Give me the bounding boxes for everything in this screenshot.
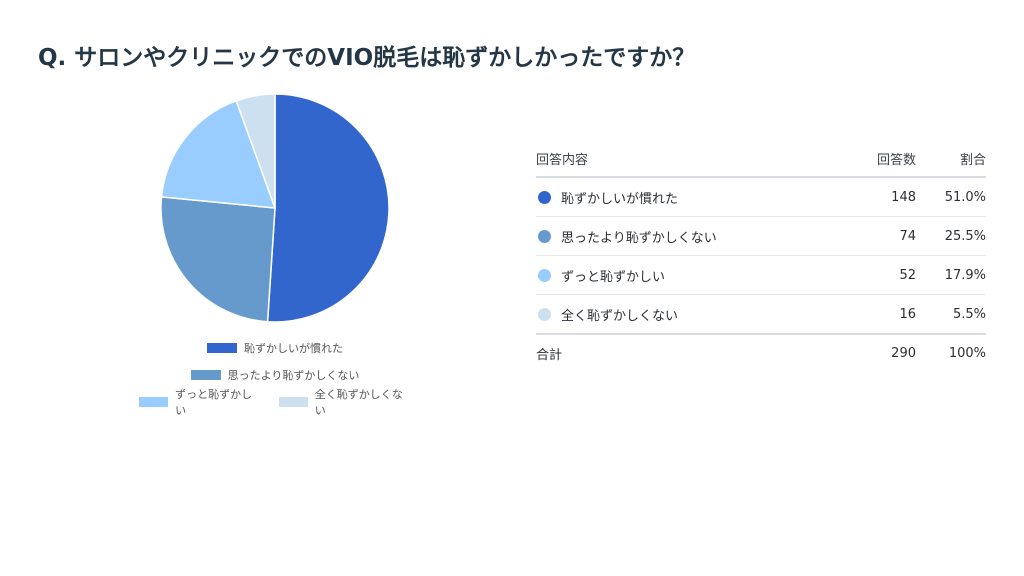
legend-swatch xyxy=(139,396,169,407)
legend-item: 恥ずかしいが慣れた xyxy=(207,340,343,356)
table-header: 回答内容 回答数 割合 xyxy=(536,140,986,178)
pie-slice-3 xyxy=(160,99,277,209)
color-dot xyxy=(538,229,551,243)
table-total-row: 合計 290 100% xyxy=(536,335,986,371)
row-ratio: 25.5% xyxy=(944,228,986,244)
row-count: 52 xyxy=(899,267,916,283)
row-label: 全く恥ずかしくない xyxy=(561,308,679,324)
header-ratio: 割合 xyxy=(959,152,986,168)
results-table: 回答内容 回答数 割合 恥ずかしいが慣れた 148 51.0% 思ったより恥ずか… xyxy=(536,140,986,371)
table-row: 思ったより恥ずかしくない 74 25.5% xyxy=(536,217,986,256)
pie-slice-4 xyxy=(235,93,276,209)
legend-item: 全く恥ずかしくない xyxy=(278,386,411,418)
pie-slice-2 xyxy=(160,196,276,323)
legend-item: 思ったより恥ずかしくない xyxy=(190,367,360,383)
legend-swatch xyxy=(190,369,221,380)
table-row: ずっと恥ずかしい 52 17.9% xyxy=(536,256,986,295)
row-label: 恥ずかしいが慣れた xyxy=(561,191,679,207)
page-title: Q. サロンやクリニックでのVIO脱毛は恥ずかしかったですか？ xyxy=(38,45,696,71)
row-count: 16 xyxy=(899,306,916,322)
total-label: 合計 xyxy=(536,347,563,363)
pie-slice-1 xyxy=(266,93,390,323)
color-dot xyxy=(538,268,551,282)
color-dot xyxy=(538,190,551,204)
row-ratio: 51.0% xyxy=(944,189,986,205)
table-row: 全く恥ずかしくない 16 5.5% xyxy=(536,295,986,335)
header-count: 回答数 xyxy=(876,152,916,168)
legend-label: 全く恥ずかしくない xyxy=(314,387,403,417)
legend-swatch xyxy=(207,342,237,353)
pie-chart xyxy=(150,86,400,336)
header-label: 回答内容 xyxy=(536,152,589,168)
row-ratio: 17.9% xyxy=(944,267,986,283)
table-row: 恥ずかしいが慣れた 148 51.0% xyxy=(536,178,986,217)
legend-label: 恥ずかしいが慣れた xyxy=(244,341,343,355)
row-count: 148 xyxy=(891,189,916,205)
legend-label: 思ったより恥ずかしくない xyxy=(227,368,360,382)
row-ratio: 5.5% xyxy=(952,306,986,322)
row-label: 思ったより恥ずかしくない xyxy=(561,230,717,246)
chart-legend: 恥ずかしいが慣れた 思ったより恥ずかしくない ずっと恥ずかしい 全く恥ずかしくな… xyxy=(130,334,420,418)
total-count: 290 xyxy=(891,345,916,361)
total-ratio: 100% xyxy=(948,345,986,361)
color-dot xyxy=(538,307,551,321)
legend-swatch xyxy=(278,396,308,407)
row-count: 74 xyxy=(899,228,916,244)
legend-label: ずっと恥ずかしい xyxy=(175,387,253,417)
pie-chart-svg xyxy=(160,93,390,323)
legend-item: ずっと恥ずかしい xyxy=(139,386,261,418)
row-label: ずっと恥ずかしい xyxy=(561,269,666,285)
